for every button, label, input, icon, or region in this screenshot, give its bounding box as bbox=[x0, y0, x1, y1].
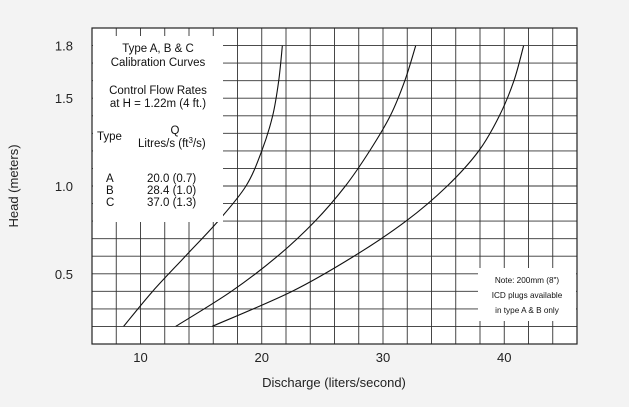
y-tick-label: 0.5 bbox=[55, 267, 73, 282]
y-tick-labels: 0.5 1.0 1.5 1.8 bbox=[55, 39, 73, 282]
table-col-units: Litres/s (ft3/s) bbox=[138, 136, 206, 150]
note-line-2: ICD plugs available bbox=[492, 291, 563, 300]
y-tick-label: 1.8 bbox=[55, 39, 73, 54]
note-line-3: in type A & B only bbox=[495, 306, 560, 315]
y-axis-label: Head (meters) bbox=[6, 144, 21, 227]
plot-frame bbox=[91, 27, 578, 345]
series-line bbox=[123, 45, 283, 327]
note-line-1: Note: 200mm (8") bbox=[495, 276, 560, 285]
note-box: Note: 200mm (8") ICD plugs available in … bbox=[478, 268, 576, 321]
table-row-q: 37.0 (1.3) bbox=[147, 197, 196, 209]
x-tick-label: 30 bbox=[376, 350, 390, 365]
table-subtitle-line-2: at H = 1.22m (4 ft.) bbox=[110, 98, 206, 110]
table-title-line-1: Type A, B & C bbox=[122, 43, 194, 55]
table-col-units-sup: 3 bbox=[188, 136, 193, 145]
y-tick-label: 1.5 bbox=[55, 91, 73, 106]
note-box-background bbox=[478, 268, 576, 321]
table-row-type: B bbox=[106, 185, 114, 197]
table-col-units-main: Litres/s (ft bbox=[138, 138, 189, 150]
x-tick-label: 40 bbox=[497, 350, 511, 365]
table-col-q: Q bbox=[171, 125, 180, 137]
x-axis-label: Discharge (liters/second) bbox=[262, 375, 406, 390]
curves bbox=[123, 45, 525, 327]
table-row-type: C bbox=[106, 197, 114, 209]
x-tick-labels: 10 20 30 40 bbox=[133, 350, 511, 365]
x-tick-label: 20 bbox=[255, 350, 269, 365]
table-row-type: A bbox=[106, 173, 114, 185]
table-col-type: Type bbox=[97, 131, 122, 143]
calibration-table: Type A, B & C Calibration Curves Control… bbox=[93, 36, 223, 222]
series-line bbox=[175, 45, 417, 327]
x-tick-label: 10 bbox=[133, 350, 147, 365]
table-col-units-end: /s) bbox=[193, 138, 206, 150]
y-tick-label: 1.0 bbox=[55, 179, 73, 194]
table-row-q: 28.4 (1.0) bbox=[147, 185, 196, 197]
calibration-table-box bbox=[93, 36, 223, 222]
series-line bbox=[211, 45, 525, 327]
table-subtitle-line-1: Control Flow Rates bbox=[109, 85, 207, 97]
table-row-q: 20.0 (0.7) bbox=[147, 173, 196, 185]
table-title-line-2: Calibration Curves bbox=[111, 57, 206, 69]
